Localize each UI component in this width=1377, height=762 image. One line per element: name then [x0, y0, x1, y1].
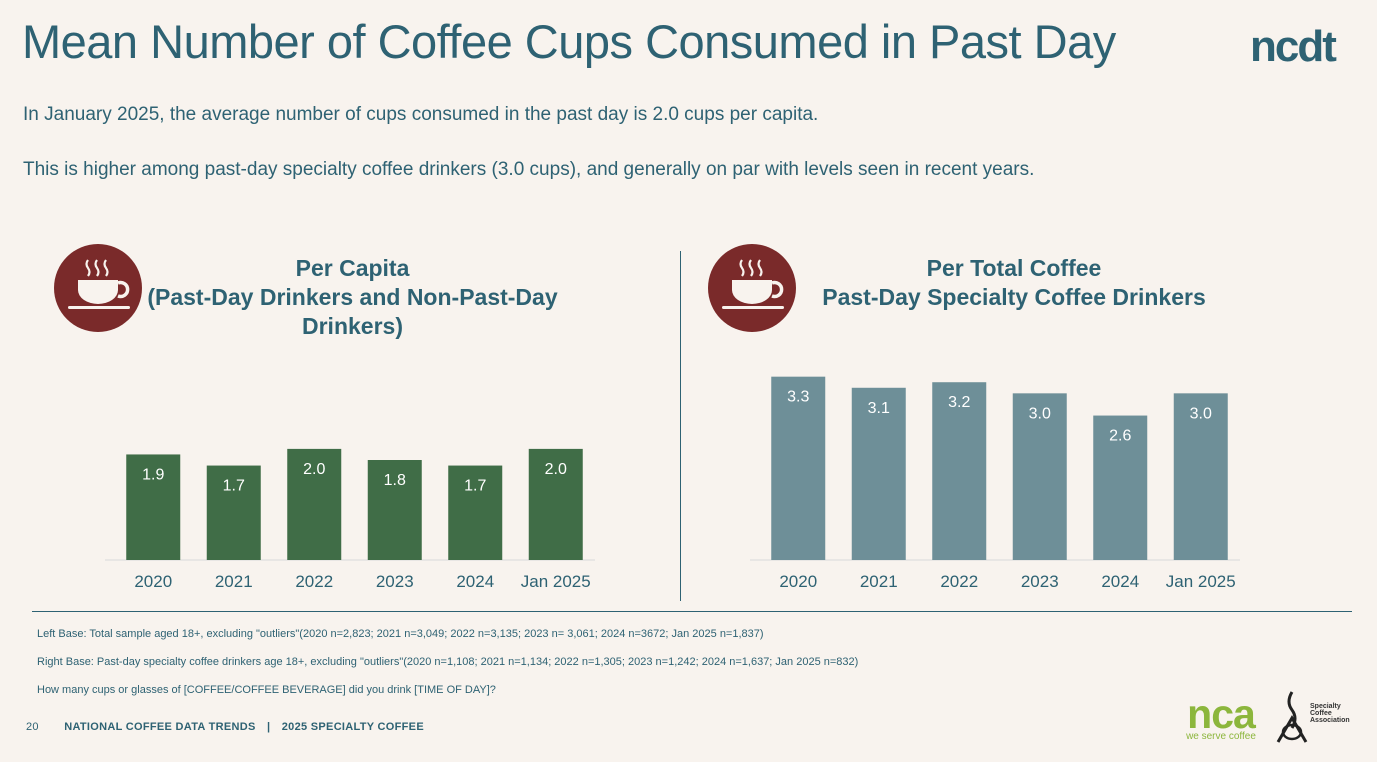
data-label: 3.0: [1029, 405, 1051, 422]
bar-2021: [851, 387, 906, 560]
bar-2023: [367, 460, 422, 560]
bar-2024: [1093, 415, 1148, 560]
right-chart-title-line-1: Per Total Coffee: [926, 255, 1102, 281]
survey-question-note: How many cups or glasses of [COFFEE/COFF…: [37, 684, 496, 696]
x-tick-label: Jan 2025: [521, 572, 591, 591]
nca-logo-text: nca: [1187, 691, 1256, 737]
footer: 20 NATIONAL COFFEE DATA TRENDS | 2025 SP…: [26, 721, 424, 733]
bar-jan-2025: [1173, 393, 1228, 560]
data-label: 3.0: [1190, 405, 1212, 422]
sca-logo-text: Specialty Coffee Association: [1310, 703, 1350, 724]
footer-separator: |: [267, 721, 271, 733]
page-title: Mean Number of Coffee Cups Consumed in P…: [22, 15, 1116, 68]
coffee-cup-icon: [708, 244, 796, 332]
data-label: 3.1: [868, 400, 890, 417]
left-chart-title-line-3: Drinkers): [302, 313, 403, 339]
bar-2022: [932, 382, 987, 560]
x-tick-label: 2024: [1101, 572, 1139, 591]
x-tick-label: Jan 2025: [1166, 572, 1236, 591]
ncdt-logo: ncdt: [1250, 22, 1337, 71]
nca-tagline: we serve coffee: [1186, 731, 1256, 742]
data-label: 1.7: [464, 478, 486, 495]
left-chart-title: Per Capita (Past-Day Drinkers and Non-Pa…: [140, 254, 565, 341]
panel-divider: [680, 251, 681, 601]
sca-line-3: Association: [1310, 717, 1350, 724]
bar-2021: [206, 465, 261, 560]
left-base-note: Left Base: Total sample aged 18+, exclud…: [37, 628, 764, 640]
data-label: 3.3: [787, 389, 809, 406]
right-chart-title-line-2: Past-Day Specialty Coffee Drinkers: [822, 284, 1206, 310]
x-tick-label: 2021: [860, 572, 898, 591]
right-base-note: Right Base: Past-day specialty coffee dr…: [37, 656, 859, 668]
data-label: 3.2: [948, 394, 970, 411]
bar-jan-2025: [528, 448, 583, 560]
x-tick-label: 2022: [940, 572, 978, 591]
summary-line-1: In January 2025, the average number of c…: [23, 104, 819, 125]
x-tick-label: 2022: [295, 572, 333, 591]
footer-report-subtitle: 2025 SPECIALTY COFFEE: [281, 721, 424, 733]
notes-divider: [32, 611, 1352, 612]
data-label: 2.0: [303, 461, 325, 478]
bar-2023: [1012, 393, 1067, 560]
x-tick-label: 2023: [1021, 572, 1059, 591]
bar-2022: [287, 448, 342, 560]
data-label: 1.7: [223, 478, 245, 495]
specialty-drinkers-bar-chart: 3.3 2020 3.1 2021 3.2 2022 3.0 2023 2.6 2024 3.0 Ja…: [750, 376, 1240, 591]
bar-2024: [448, 465, 503, 560]
per-capita-bar-chart: 1.9 2020 1.7 2021 2.0 2022 1.8 2023 1.7 2024 2.0 Ja…: [105, 448, 595, 591]
x-tick-label: 2020: [779, 572, 817, 591]
x-tick-label: 2021: [215, 572, 253, 591]
sca-line-2: Coffee: [1310, 710, 1332, 717]
bar-2020: [771, 376, 826, 560]
x-tick-label: 2020: [134, 572, 172, 591]
x-tick-label: 2023: [376, 572, 414, 591]
summary-line-2: This is higher among past-day specialty …: [23, 159, 1035, 180]
left-chart-title-line-1: Per Capita: [295, 255, 410, 281]
coffee-cup-icon: [54, 244, 142, 332]
data-label: 1.9: [142, 466, 164, 483]
left-chart-title-line-2: (Past-Day Drinkers and Non-Past-Day: [147, 284, 558, 310]
x-tick-label: 2024: [456, 572, 494, 591]
page-number: 20: [26, 721, 39, 733]
sca-logo-icon: [1276, 691, 1308, 743]
nca-logo: nca we serve coffee: [1176, 691, 1266, 743]
footer-report-name: NATIONAL COFFEE DATA TRENDS: [64, 721, 256, 733]
right-chart-title: Per Total Coffee Past-Day Specialty Coff…: [790, 254, 1238, 312]
data-label: 2.6: [1109, 428, 1131, 445]
data-label: 2.0: [545, 461, 567, 478]
bar-2020: [126, 454, 181, 560]
sca-line-1: Specialty: [1310, 703, 1341, 710]
data-label: 1.8: [384, 472, 406, 489]
